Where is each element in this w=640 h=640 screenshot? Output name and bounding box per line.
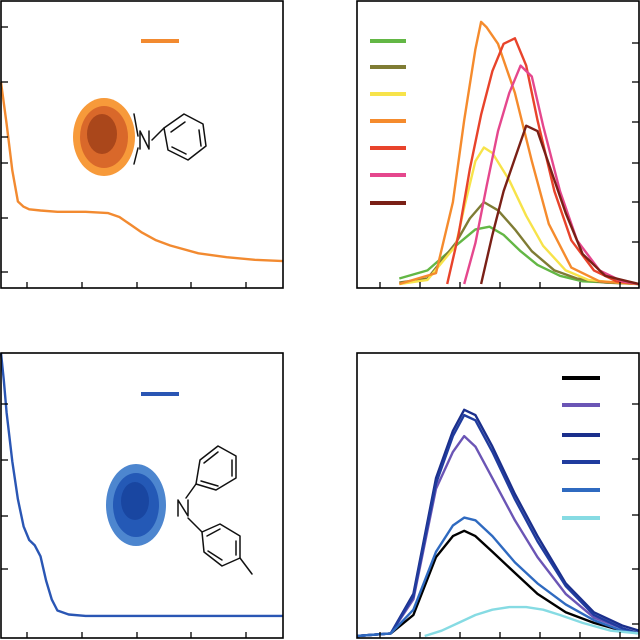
phenylamine-structure-icon: [133, 113, 207, 165]
series-line: [479, 124, 640, 286]
plot-area-top-right: [398, 20, 640, 286]
plot-area-top-left: [0, 82, 284, 263]
series-line: [446, 37, 640, 286]
axis-ticks-top-right: [379, 42, 639, 288]
triarylamine-structure-icon: [177, 445, 253, 575]
legend-bottom-right: [562, 376, 600, 520]
series-line: [0, 82, 284, 263]
series-line: [398, 20, 640, 286]
series-line: [424, 605, 640, 638]
panel-top-left: [0, 0, 284, 289]
plot-area-bottom-left: [0, 352, 283, 618]
series-line: [356, 529, 640, 638]
series-line: [0, 352, 283, 618]
axis-ticks-bottom-right: [379, 403, 639, 638]
series-line: [399, 200, 640, 286]
axes-frame-top-left: [0, 0, 284, 289]
series-line: [356, 413, 640, 638]
axis-ticks-top-left: [1, 26, 247, 288]
panel-top-right: [356, 0, 640, 289]
panel-bottom-left: [0, 352, 284, 639]
axis-ticks-bottom-left: [1, 403, 247, 638]
series-line: [356, 516, 640, 638]
quantum-dot-icon: [73, 98, 135, 176]
axes-frame-bottom-right: [356, 352, 640, 639]
dot-center: [121, 482, 149, 520]
series-line: [356, 408, 640, 638]
axes-frame-top-right: [356, 0, 640, 289]
plot-area-bottom-right: [356, 408, 640, 638]
quantum-dot-icon: [106, 464, 166, 546]
panel-bottom-right: [356, 352, 640, 639]
axes-frame-bottom-left: [0, 352, 284, 639]
dot-center: [87, 114, 117, 154]
legend-top-right: [370, 39, 406, 205]
